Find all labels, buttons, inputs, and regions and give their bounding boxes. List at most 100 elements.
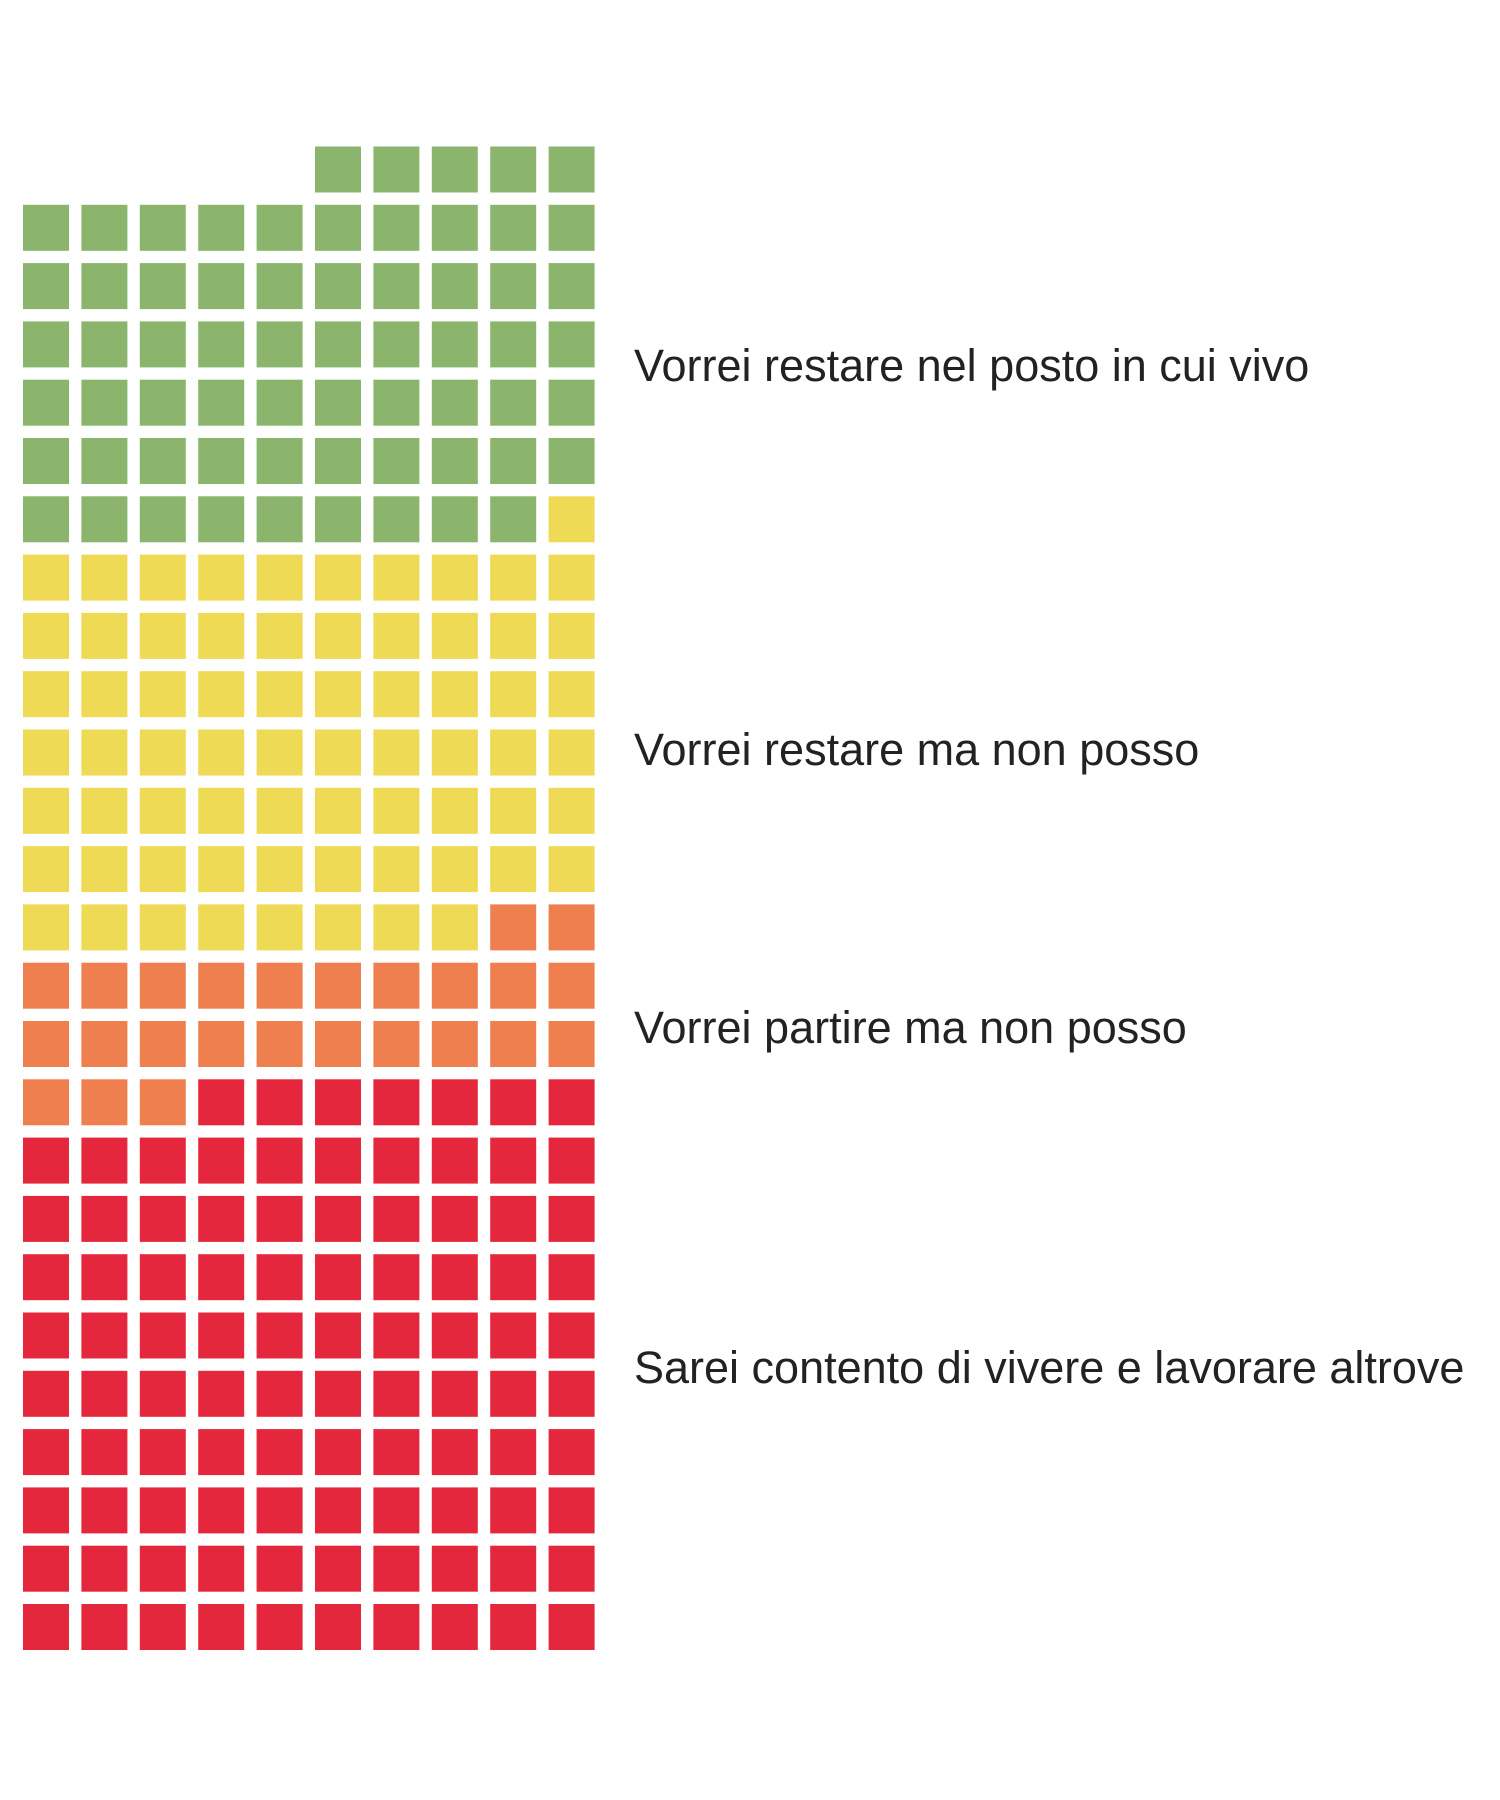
waffle-cell xyxy=(490,1545,537,1592)
waffle-cell xyxy=(490,671,537,718)
waffle-cell xyxy=(315,1079,361,1126)
waffle-cell xyxy=(198,1487,245,1534)
waffle-cell xyxy=(548,321,595,368)
waffle-cell xyxy=(373,496,420,543)
waffle-cell xyxy=(373,671,420,718)
waffle-cell xyxy=(81,1312,128,1359)
waffle-cell xyxy=(81,204,128,251)
waffle-cell xyxy=(490,1429,537,1476)
waffle-cell xyxy=(548,204,595,251)
waffle-cell xyxy=(490,1604,537,1650)
waffle-cell xyxy=(139,438,186,484)
waffle-cell xyxy=(23,1137,69,1184)
waffle-cell xyxy=(81,612,128,659)
waffle-cell xyxy=(490,1079,537,1126)
waffle-cell xyxy=(315,1545,361,1592)
waffle-cell xyxy=(81,1370,128,1417)
waffle-cell xyxy=(490,904,537,951)
waffle-cell xyxy=(315,846,361,893)
waffle-cell xyxy=(315,1604,361,1650)
waffle-cell xyxy=(256,846,303,893)
waffle-cell xyxy=(431,962,478,1009)
waffle-cell xyxy=(315,1195,361,1242)
waffle-cell xyxy=(256,1604,303,1650)
waffle-cell xyxy=(81,787,128,834)
waffle-cell xyxy=(373,438,420,484)
waffle-cell xyxy=(548,554,595,601)
waffle-cell xyxy=(373,321,420,368)
waffle-cell xyxy=(548,1137,595,1184)
waffle-cell xyxy=(431,204,478,251)
waffle-cell xyxy=(431,1487,478,1534)
waffle-cell xyxy=(23,379,69,426)
waffle-cell xyxy=(490,379,537,426)
waffle-cell xyxy=(23,321,69,368)
waffle-cell xyxy=(256,612,303,659)
waffle-cell xyxy=(198,1545,245,1592)
waffle-cell xyxy=(198,671,245,718)
waffle-cell xyxy=(81,1545,128,1592)
waffle-cell xyxy=(139,729,186,776)
waffle-cell xyxy=(431,1079,478,1126)
waffle-cell xyxy=(139,1370,186,1417)
waffle-cell xyxy=(548,438,595,484)
waffle-cell xyxy=(139,1545,186,1592)
waffle-cell xyxy=(431,263,478,310)
waffle-cell xyxy=(548,379,595,426)
waffle-cell xyxy=(256,904,303,951)
legend-label-altrove: Sarei contento di vivere e lavorare altr… xyxy=(634,1342,1464,1393)
waffle-cell xyxy=(373,263,420,310)
waffle-cell xyxy=(548,496,595,543)
waffle-cell xyxy=(315,263,361,310)
legend: Sarei contento di vivere e lavorare altr… xyxy=(634,340,1464,1393)
waffle-cell xyxy=(23,1312,69,1359)
waffle-cell xyxy=(490,787,537,834)
waffle-cell xyxy=(139,1137,186,1184)
waffle-cell xyxy=(23,1429,69,1476)
waffle-cell xyxy=(431,379,478,426)
waffle-cell xyxy=(548,962,595,1009)
waffle-cell xyxy=(373,787,420,834)
waffle-cell xyxy=(373,146,420,193)
waffle-cell xyxy=(256,1370,303,1417)
waffle-cell xyxy=(315,1137,361,1184)
waffle-cell xyxy=(256,554,303,601)
waffle-cell xyxy=(139,612,186,659)
waffle-cell xyxy=(431,904,478,951)
waffle-cell xyxy=(490,729,537,776)
waffle-cell xyxy=(315,554,361,601)
waffle-cell xyxy=(548,846,595,893)
waffle-cell xyxy=(490,1195,537,1242)
waffle-cell xyxy=(198,1254,245,1301)
waffle-cell xyxy=(548,1487,595,1534)
waffle-cell xyxy=(81,1079,128,1126)
legend-label-restare: Vorrei restare nel posto in cui vivo xyxy=(634,340,1309,391)
waffle-cell xyxy=(315,438,361,484)
waffle-cell xyxy=(490,1487,537,1534)
waffle-cell xyxy=(23,671,69,718)
waffle-cell xyxy=(490,496,537,543)
waffle-cell xyxy=(548,612,595,659)
waffle-cell xyxy=(139,787,186,834)
waffle-cell xyxy=(81,379,128,426)
waffle-cell xyxy=(198,729,245,776)
waffle-cell xyxy=(431,438,478,484)
waffle-cell xyxy=(373,554,420,601)
waffle-cell xyxy=(139,1487,186,1534)
waffle-cell xyxy=(23,1545,69,1592)
waffle-cell xyxy=(256,496,303,543)
waffle-cell xyxy=(256,1195,303,1242)
waffle-cell xyxy=(81,1487,128,1534)
waffle-cell xyxy=(548,904,595,951)
waffle-cell xyxy=(373,729,420,776)
waffle-cell xyxy=(373,1079,420,1126)
waffle-cell xyxy=(81,321,128,368)
waffle-cell xyxy=(373,1545,420,1592)
waffle-cell xyxy=(23,1370,69,1417)
waffle-cell xyxy=(315,321,361,368)
waffle-cell xyxy=(81,1429,128,1476)
waffle-cell xyxy=(23,1604,69,1650)
waffle-cell xyxy=(431,787,478,834)
waffle-cell xyxy=(431,1545,478,1592)
